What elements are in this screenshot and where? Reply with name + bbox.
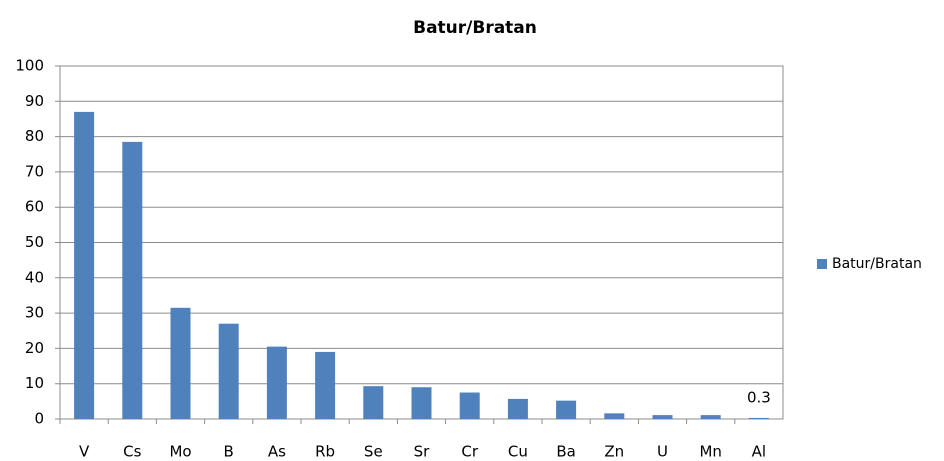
x-tick-label: Cu: [508, 443, 528, 461]
bar: [604, 413, 625, 419]
x-tick-label: Sr: [414, 443, 431, 461]
y-tick-label: 40: [25, 268, 44, 286]
bar: [218, 323, 239, 419]
x-tick-label: Rb: [315, 443, 335, 461]
x-tick-label: Cs: [123, 443, 141, 461]
x-tick-label: Se: [364, 443, 383, 461]
x-tick-label: Ba: [556, 443, 575, 461]
y-tick-label: 10: [25, 374, 44, 392]
y-tick-label: 100: [15, 57, 44, 75]
x-tick-label: Cr: [461, 443, 478, 461]
y-tick-label: 80: [25, 127, 44, 145]
bar: [170, 307, 191, 419]
y-tick-label: 60: [25, 198, 44, 216]
legend-swatch: [817, 259, 827, 269]
bar: [266, 346, 287, 419]
x-tick-label: U: [657, 443, 668, 461]
bar: [74, 111, 95, 419]
bar: [748, 417, 769, 419]
y-tick-label: 50: [25, 233, 44, 251]
y-tick-label: 70: [25, 162, 44, 180]
x-tick-label: Zn: [604, 443, 624, 461]
y-tick-label: 30: [25, 304, 44, 322]
x-tick-label: Al: [752, 443, 766, 461]
legend-label: Batur/Bratan: [832, 256, 922, 272]
bar: [507, 398, 528, 419]
x-tick-label: As: [268, 443, 286, 461]
y-tick-label: 0: [34, 410, 44, 428]
y-tick-label: 90: [25, 92, 44, 110]
x-tick-label: Mo: [169, 443, 191, 461]
bar: [315, 351, 336, 419]
bar: [363, 386, 384, 419]
chart-title: Batur/Bratan: [413, 18, 537, 38]
x-tick-label: V: [79, 443, 90, 461]
bar: [459, 392, 480, 419]
data-label: 0.3: [747, 388, 771, 406]
bar: [556, 400, 577, 419]
y-tick-label: 20: [25, 339, 44, 357]
bar: [700, 415, 721, 419]
x-tick-label: B: [224, 443, 234, 461]
bar: [122, 141, 143, 419]
bar: [411, 387, 432, 419]
bar: [652, 415, 673, 419]
x-tick-label: Mn: [699, 443, 721, 461]
